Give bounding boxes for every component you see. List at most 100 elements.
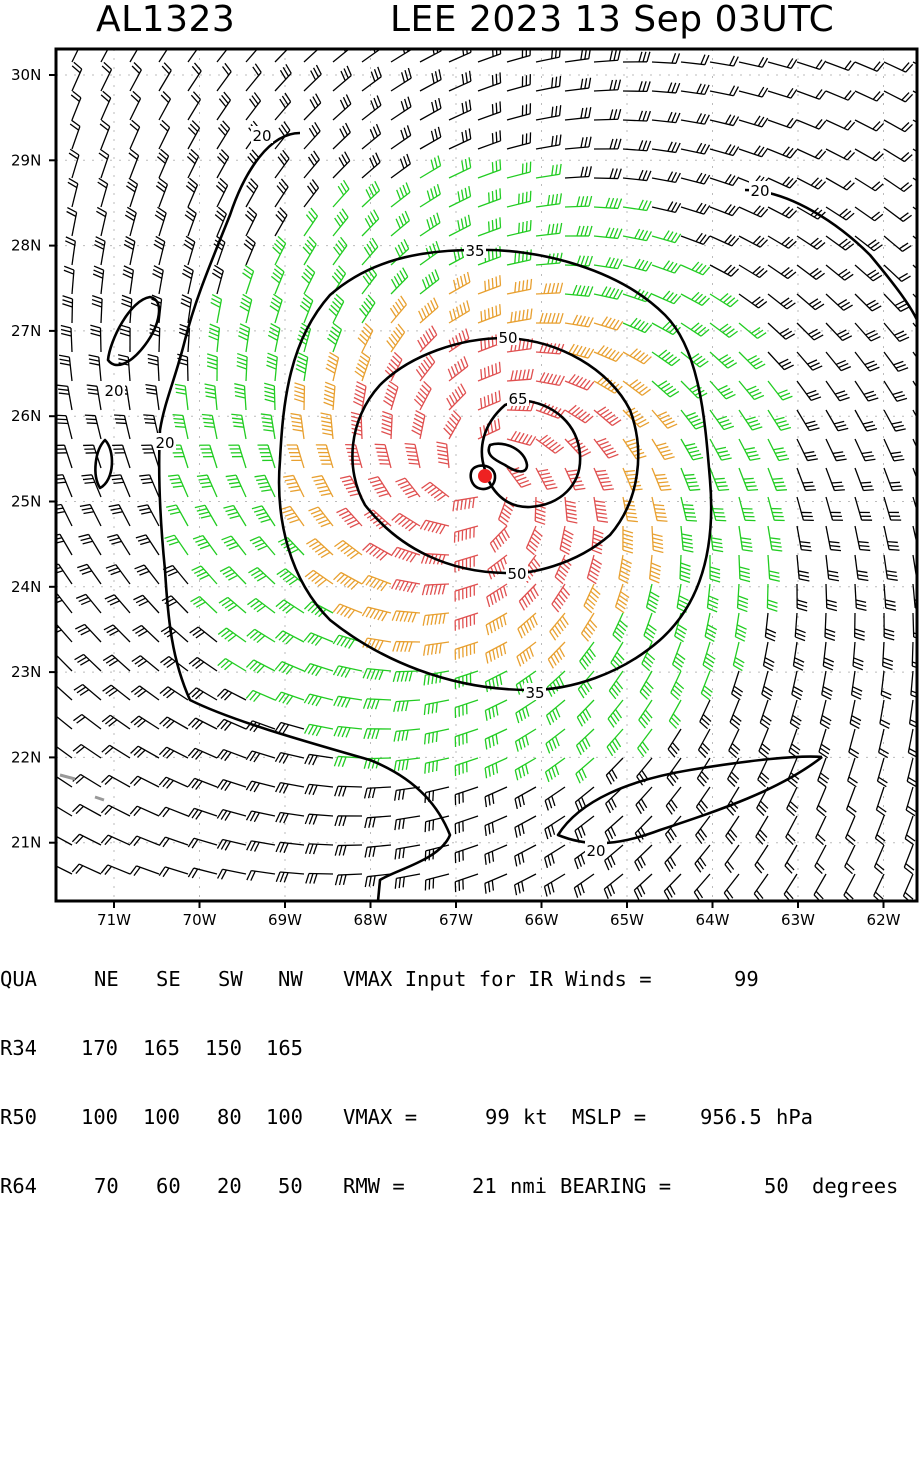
- wind-barb: [695, 845, 710, 872]
- wind-barb: [818, 758, 829, 787]
- wind-barb: [334, 540, 362, 558]
- wind-barb: [855, 265, 882, 281]
- contour-label: 20: [750, 182, 769, 200]
- wind-barb: [681, 352, 708, 367]
- wind-barb: [118, 355, 130, 381]
- wind-barb: [252, 506, 275, 526]
- wind-barb: [455, 700, 478, 718]
- wind-barb: [420, 156, 441, 178]
- wind-barb: [762, 671, 773, 700]
- wind-barb: [797, 410, 820, 431]
- wind-barb: [228, 445, 246, 468]
- wind-barb: [681, 84, 709, 95]
- wind-barb: [187, 149, 198, 178]
- wind-barb: [89, 355, 101, 381]
- wind-barb: [287, 445, 304, 468]
- wind-barb: [69, 149, 79, 178]
- wind-barb: [536, 223, 562, 236]
- wind-barb: [304, 694, 333, 706]
- wind-barb: [552, 584, 570, 612]
- stats-row-r34: R34 170 165 150 165: [0, 1037, 49, 1060]
- wind-barb: [395, 816, 420, 830]
- wind-barb: [565, 137, 591, 149]
- wind-barb: [447, 384, 466, 410]
- wind-barb: [420, 98, 441, 120]
- wind-barb: [73, 774, 101, 787]
- wind-barb: [72, 62, 82, 91]
- wind-barb: [223, 505, 246, 526]
- wind-barb: [478, 130, 501, 149]
- wind-barb: [845, 845, 855, 874]
- wind-barb: [247, 841, 275, 852]
- wind-barb: [280, 506, 304, 526]
- wind-barb: [275, 753, 304, 764]
- wind-barb: [420, 269, 439, 294]
- wind-barb: [517, 642, 536, 666]
- wind-barb: [710, 526, 723, 552]
- wind-barb: [209, 324, 220, 352]
- wind-barb: [394, 700, 420, 712]
- wind-barb: [391, 268, 408, 294]
- wind-barb: [100, 120, 110, 149]
- wind-barb: [652, 526, 663, 552]
- wind-barb: [65, 237, 75, 265]
- wind-barb: [652, 410, 677, 428]
- wind-barb: [305, 754, 333, 765]
- wind-barb: [664, 874, 681, 900]
- wind-barb: [155, 207, 166, 236]
- wind-barb: [449, 100, 471, 120]
- wind-barb: [826, 61, 855, 71]
- wind-barb: [148, 355, 159, 381]
- wind-barb: [681, 381, 707, 398]
- wind-barb: [246, 179, 258, 207]
- wind-barb: [242, 265, 253, 294]
- wind-barb: [768, 468, 787, 490]
- radius-label: R64: [0, 1175, 37, 1198]
- wind-barb: [73, 745, 101, 758]
- wind-barb: [880, 700, 890, 728]
- wind-barb: [103, 655, 130, 671]
- wind-barb: [166, 505, 188, 526]
- wind-barb: [652, 497, 667, 521]
- wind-barb: [188, 868, 217, 878]
- quadrant-label: QUA: [0, 968, 37, 991]
- wind-barb: [182, 265, 193, 294]
- wind-barb: [455, 758, 478, 776]
- wind-barb: [826, 91, 855, 101]
- wind-barb: [478, 188, 501, 207]
- wind-barb: [768, 177, 797, 188]
- radius-label: R50: [0, 1106, 37, 1129]
- wind-barb: [93, 266, 103, 294]
- wind-barb: [333, 635, 362, 648]
- wind-barb: [71, 91, 81, 120]
- lon-tick-label: 71W: [97, 911, 131, 929]
- wind-barb: [485, 700, 507, 721]
- wind-barb: [681, 526, 693, 552]
- wind-barb: [362, 124, 381, 149]
- wind-barb: [594, 287, 623, 300]
- wind-barb: [217, 839, 246, 850]
- wind-barb: [681, 262, 710, 275]
- wind-barb: [217, 63, 231, 91]
- wind-barb: [580, 642, 596, 670]
- wind-barb: [884, 323, 909, 341]
- wind-barb: [188, 778, 217, 789]
- wind-barb: [217, 689, 246, 700]
- wind-barb: [855, 62, 884, 72]
- wind-barb: [594, 407, 621, 426]
- wind-barb: [62, 296, 72, 323]
- wind-barb: [726, 816, 739, 844]
- wind-barb: [44, 833, 72, 845]
- wind-barb: [792, 671, 803, 700]
- wind-barb: [145, 385, 159, 410]
- wind-barb: [335, 874, 362, 885]
- lat-tick-label: 24N: [11, 578, 41, 596]
- wind-barb: [211, 295, 222, 323]
- wind-barb: [671, 671, 684, 700]
- wind-barb: [68, 178, 78, 207]
- wind-barb: [394, 758, 420, 771]
- radius-se: 60: [156, 1175, 181, 1198]
- wind-barb: [455, 729, 478, 747]
- wind-barb: [387, 324, 405, 352]
- wind-barb: [582, 613, 597, 641]
